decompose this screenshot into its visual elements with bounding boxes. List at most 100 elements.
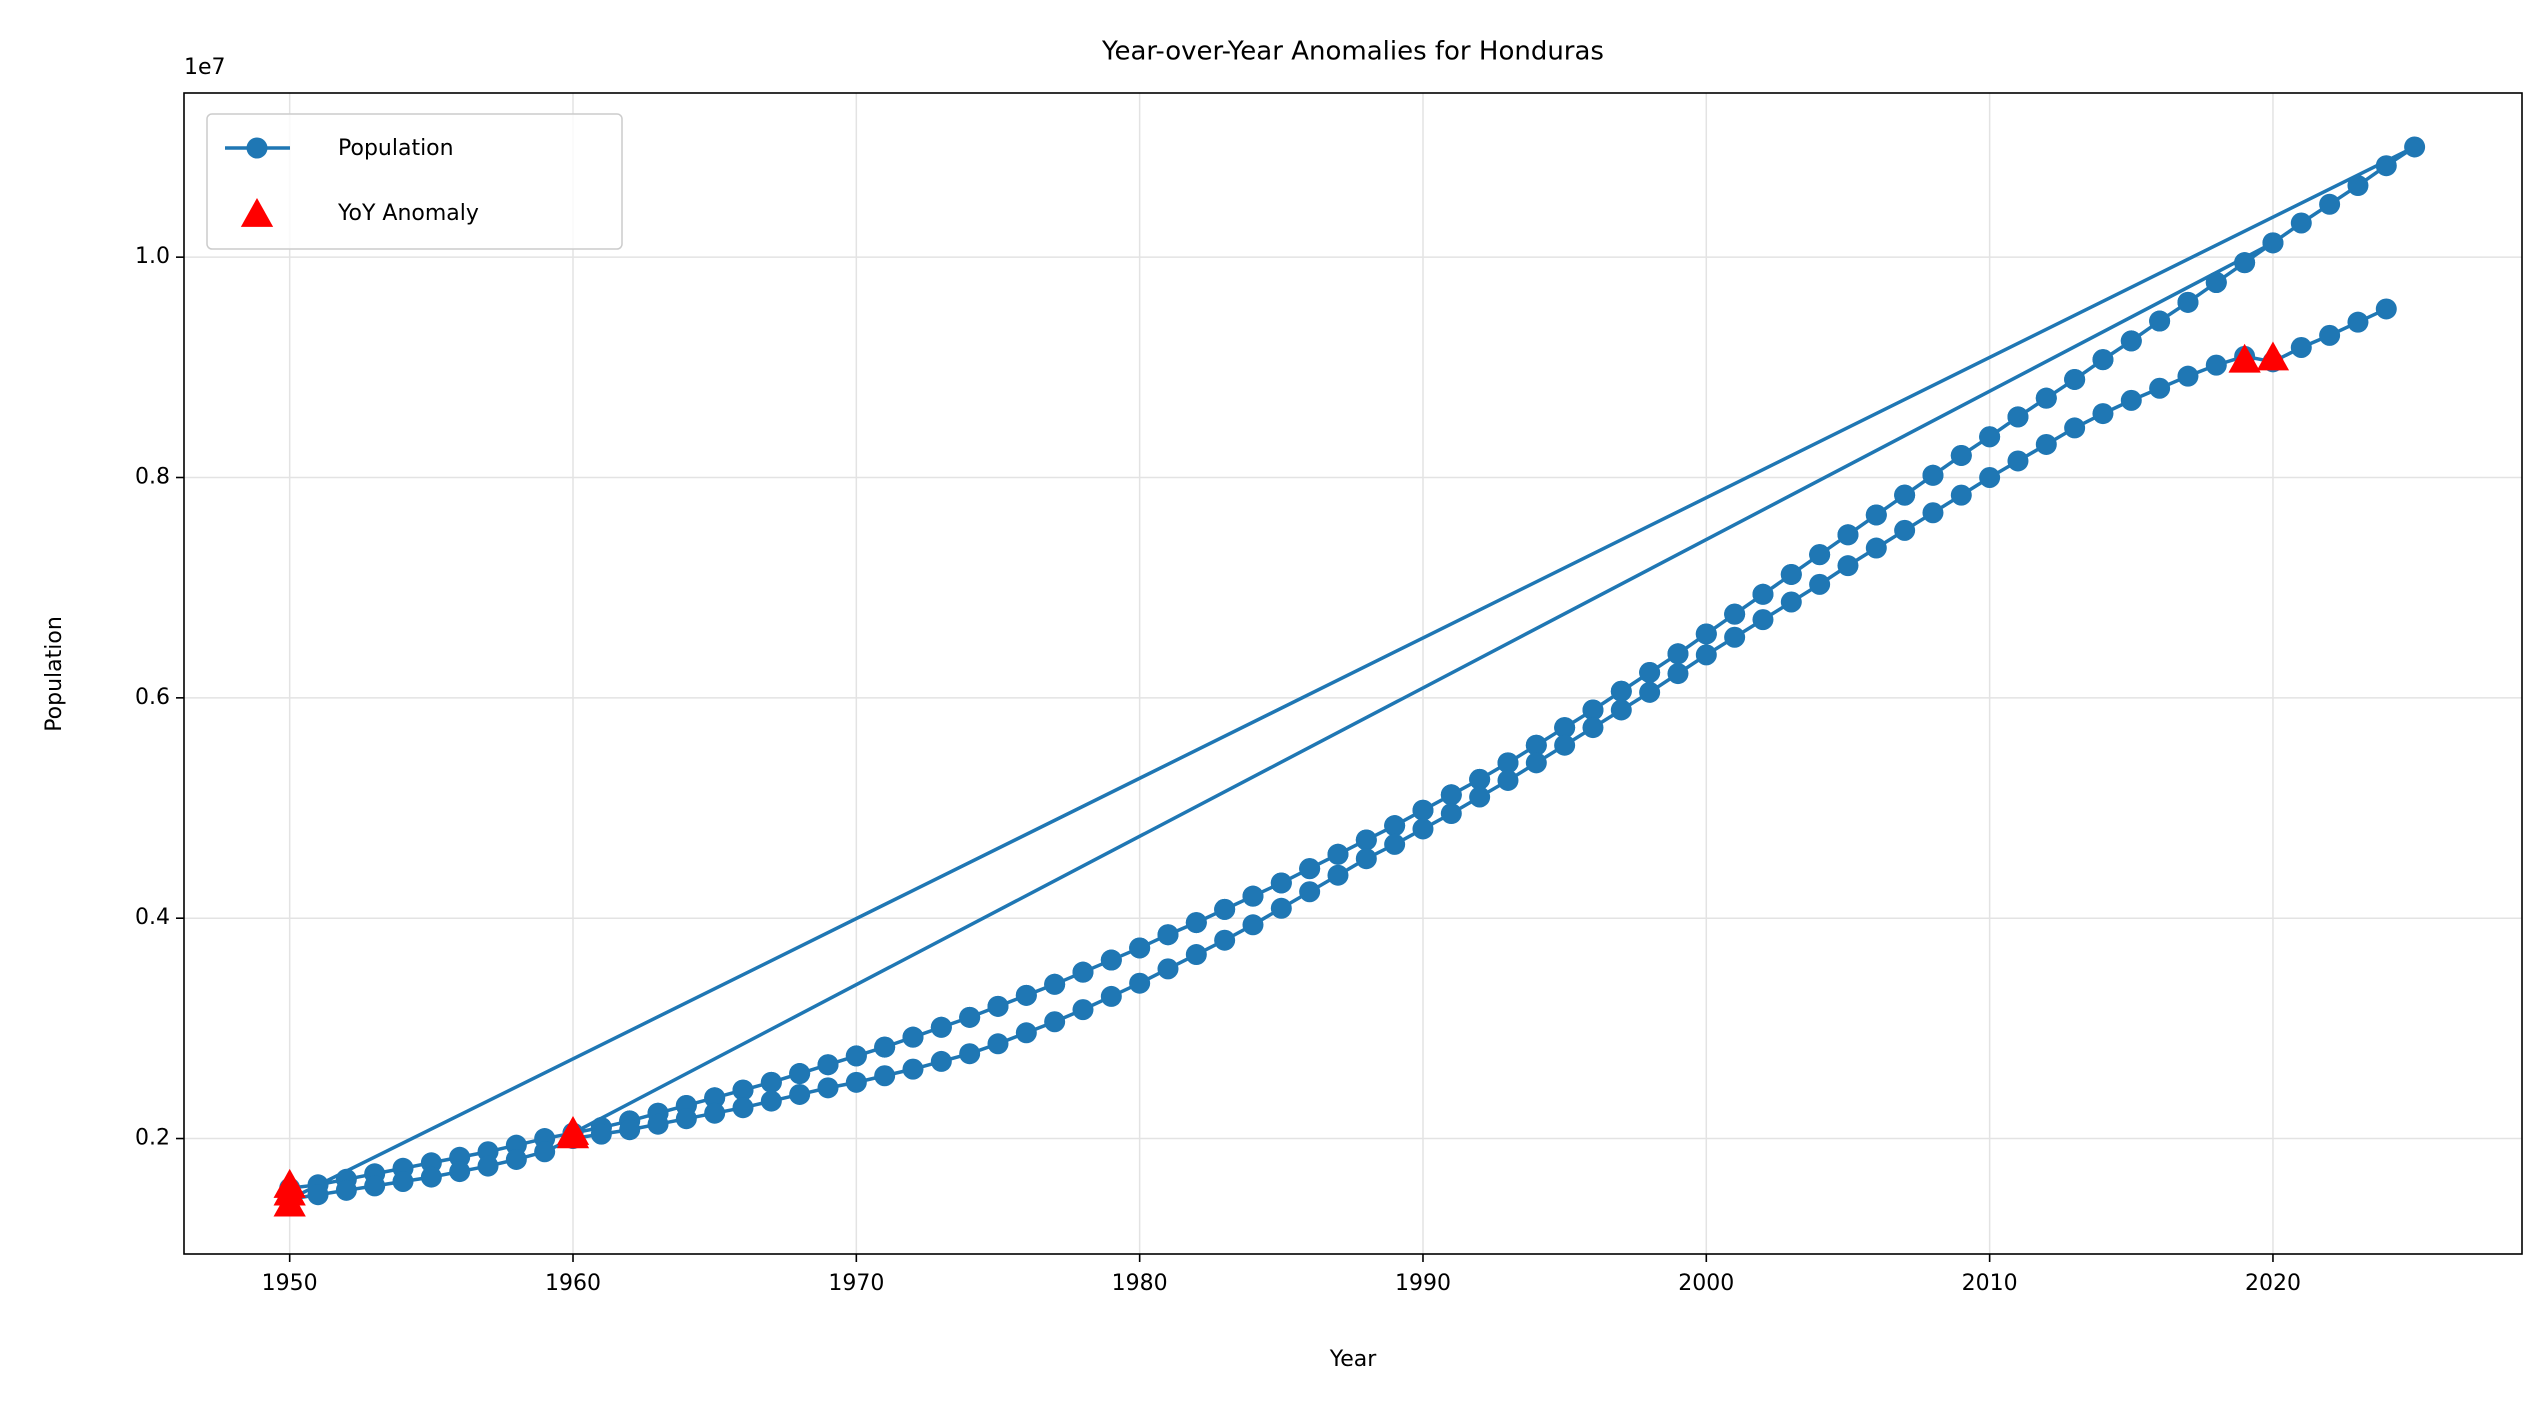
data-point xyxy=(2404,136,2426,158)
data-point xyxy=(2007,406,2029,428)
data-point xyxy=(2234,252,2256,274)
data-point xyxy=(1809,544,1831,566)
data-point xyxy=(1780,563,1802,585)
data-point xyxy=(1724,603,1746,625)
data-point xyxy=(1214,898,1236,920)
data-point xyxy=(2149,310,2171,332)
x-tick-label: 2010 xyxy=(1962,1271,2018,1296)
data-point xyxy=(2092,403,2114,425)
data-point xyxy=(1639,662,1661,684)
data-point xyxy=(1327,843,1349,865)
data-point xyxy=(789,1063,811,1085)
data-point xyxy=(1554,734,1576,756)
data-point xyxy=(2120,330,2142,352)
data-point xyxy=(1582,717,1604,739)
data-point xyxy=(1469,768,1491,790)
data-point xyxy=(930,1016,952,1038)
chart-title: Year-over-Year Anomalies for Honduras xyxy=(1101,37,1604,67)
data-point xyxy=(2319,193,2341,215)
data-point xyxy=(1185,944,1207,966)
data-point xyxy=(874,1036,896,1058)
data-point xyxy=(1384,815,1406,837)
data-point xyxy=(760,1071,782,1093)
data-point xyxy=(1950,484,1972,506)
y-tick-label: 0.6 xyxy=(135,685,170,710)
data-point xyxy=(2092,349,2114,371)
data-point xyxy=(392,1171,414,1193)
data-point xyxy=(1780,591,1802,613)
data-point xyxy=(1837,524,1859,546)
data-point xyxy=(1950,444,1972,466)
legend-marker xyxy=(246,137,268,159)
y-tick-label: 1.0 xyxy=(135,244,170,269)
y-tick-label: 0.2 xyxy=(135,1126,170,1151)
data-point xyxy=(1865,504,1887,526)
data-point xyxy=(1242,885,1264,907)
data-point xyxy=(420,1166,442,1188)
data-point xyxy=(959,1043,981,1065)
data-point xyxy=(1412,799,1434,821)
data-point xyxy=(1440,784,1462,806)
data-point xyxy=(2262,232,2284,254)
data-point xyxy=(1695,644,1717,666)
data-point xyxy=(1752,609,1774,631)
data-point xyxy=(1865,537,1887,559)
anomaly-marker xyxy=(273,1168,306,1198)
data-point xyxy=(1639,681,1661,703)
data-point xyxy=(704,1102,726,1124)
data-point xyxy=(590,1123,612,1145)
data-point xyxy=(1695,623,1717,645)
data-point xyxy=(1610,699,1632,721)
data-point xyxy=(845,1045,867,1067)
data-point xyxy=(335,1179,357,1201)
x-tick-label: 1960 xyxy=(545,1271,601,1296)
data-point xyxy=(477,1155,499,1177)
x-tick-label: 2020 xyxy=(2245,1271,2301,1296)
data-point xyxy=(1072,999,1094,1021)
data-point xyxy=(1525,752,1547,774)
data-point xyxy=(647,1113,669,1135)
data-point xyxy=(449,1161,471,1183)
data-point xyxy=(2375,298,2397,320)
data-point xyxy=(1979,426,2001,448)
data-point xyxy=(987,995,1009,1017)
data-point xyxy=(1667,643,1689,665)
data-point xyxy=(2007,450,2029,472)
data-point xyxy=(2347,311,2369,333)
data-point xyxy=(1922,464,1944,486)
data-point xyxy=(902,1058,924,1080)
data-point xyxy=(1724,626,1746,648)
x-axis-label: Year xyxy=(1329,1347,1378,1372)
data-point xyxy=(817,1077,839,1099)
data-point xyxy=(2149,377,2171,399)
data-point xyxy=(307,1184,329,1206)
data-point xyxy=(364,1175,386,1197)
data-point xyxy=(1809,573,1831,595)
data-point xyxy=(1214,929,1236,951)
legend-marker xyxy=(240,198,274,227)
data-point xyxy=(732,1079,754,1101)
data-point xyxy=(1270,872,1292,894)
anomaly-marker xyxy=(556,1119,590,1149)
data-point xyxy=(2347,175,2369,197)
anomaly-marker xyxy=(2228,343,2261,373)
data-point xyxy=(845,1071,867,1093)
data-point xyxy=(1270,897,1292,919)
legend-label: Population xyxy=(338,136,454,161)
legend-box xyxy=(206,113,623,250)
x-tick-label: 1970 xyxy=(828,1271,884,1296)
data-point xyxy=(1327,864,1349,886)
data-point xyxy=(732,1097,754,1119)
y-tick-label: 0.4 xyxy=(135,905,170,930)
data-point xyxy=(2035,387,2057,409)
data-point xyxy=(2290,336,2312,358)
y-tick-label: 0.8 xyxy=(135,465,170,490)
data-point xyxy=(1015,984,1037,1006)
data-point xyxy=(817,1054,839,1076)
data-point xyxy=(760,1090,782,1112)
data-point xyxy=(1100,985,1122,1007)
data-point xyxy=(902,1026,924,1048)
x-tick-label: 1980 xyxy=(1112,1271,1168,1296)
data-point xyxy=(930,1050,952,1072)
